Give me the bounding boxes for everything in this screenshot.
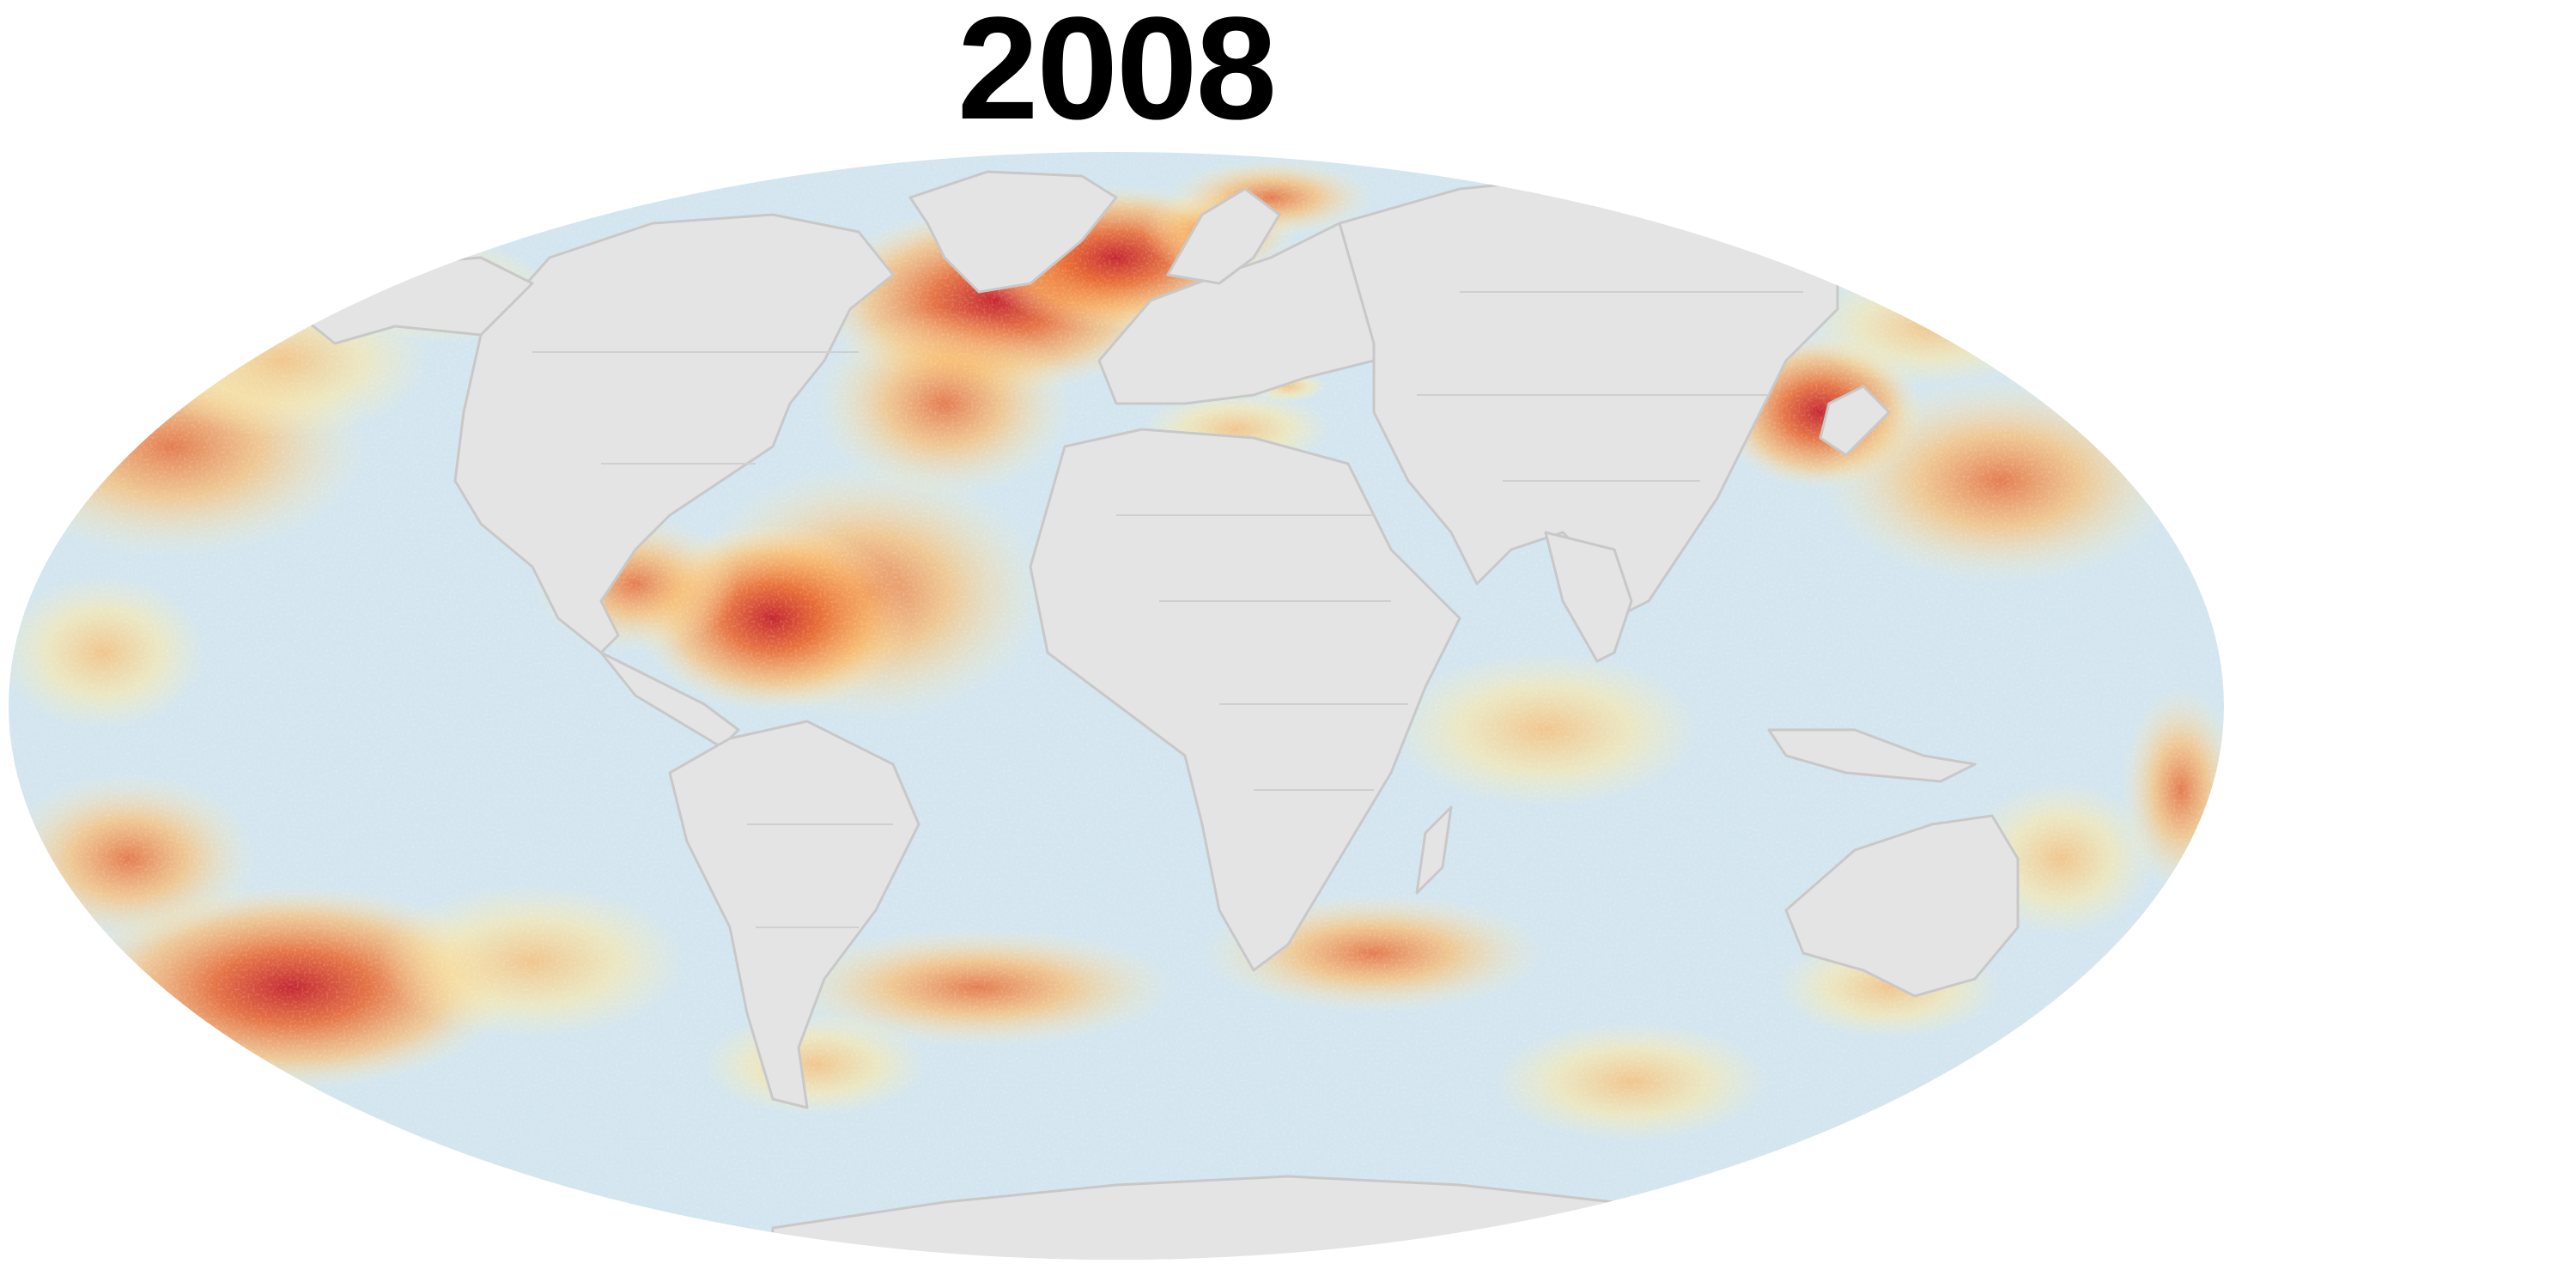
- japan-shape: [1819, 385, 1891, 457]
- africa-shape: [1029, 428, 1461, 972]
- australia-shape: [1784, 814, 2020, 998]
- heatwave-layer: [9, 152, 2224, 1260]
- madagascar-shape: [1415, 805, 1453, 895]
- greenland-shape: [908, 170, 1118, 294]
- country-borders: [532, 291, 1803, 928]
- map-title: 2008: [957, 0, 1277, 150]
- north-america-shape: [453, 213, 895, 654]
- scandinavia-shape: [1166, 187, 1281, 285]
- land-layer: [290, 170, 2020, 1260]
- indonesia-shape: [1767, 728, 1977, 783]
- india-shape: [1544, 531, 1633, 663]
- south-america-shape: [668, 720, 920, 1109]
